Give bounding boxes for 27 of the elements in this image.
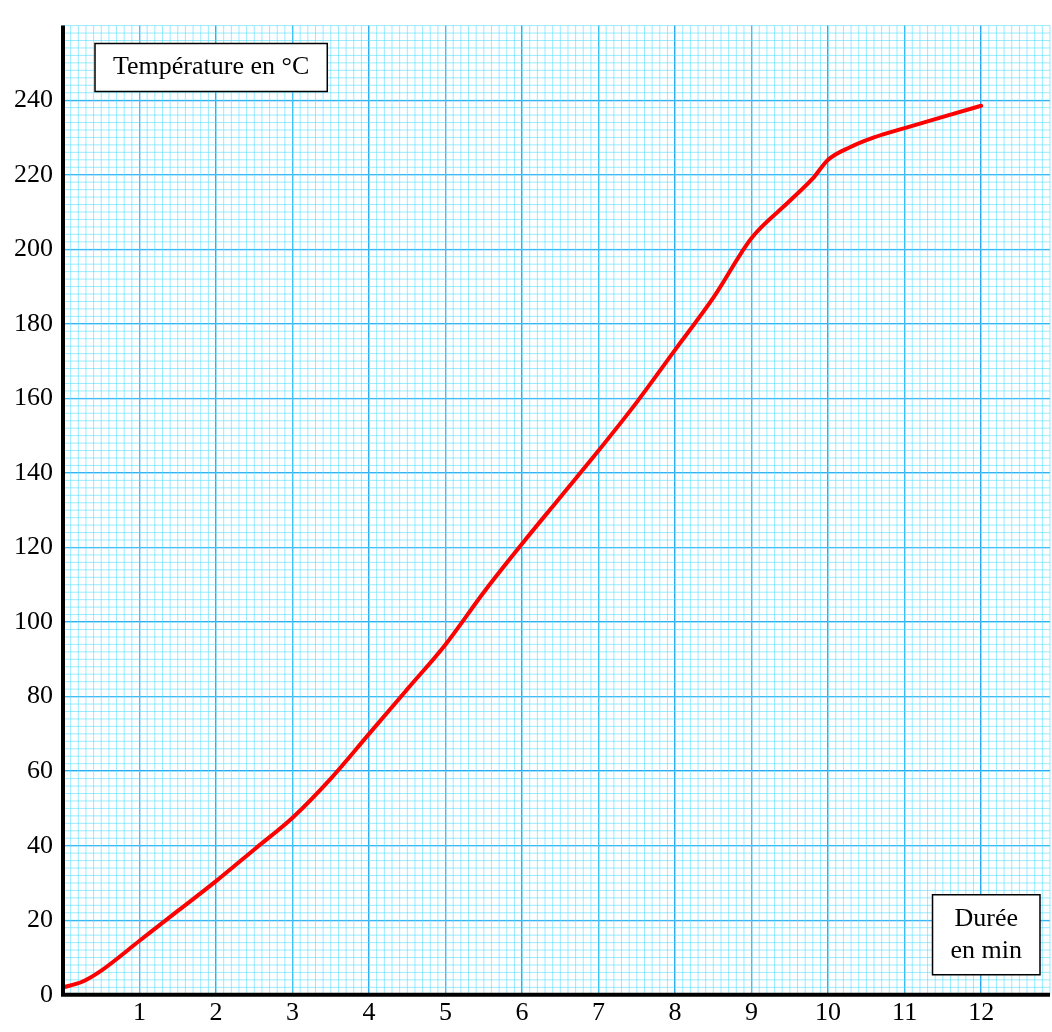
- y-tick-label: 40: [27, 829, 53, 859]
- x-tick-label: 8: [668, 997, 682, 1027]
- x-tick-label: 6: [515, 997, 529, 1027]
- x-tick-label: 2: [209, 997, 223, 1027]
- y-tick-label: 20: [27, 904, 53, 934]
- y-tick-label: 200: [14, 233, 53, 263]
- y-tick-label: 80: [27, 680, 53, 710]
- x-tick-label: 11: [892, 997, 918, 1027]
- y-tick-label: 60: [27, 754, 53, 784]
- y-tick-label: 160: [14, 382, 53, 412]
- x-tick-label: 9: [745, 997, 759, 1027]
- y-tick-label: 100: [14, 605, 53, 635]
- x-tick-label: 5: [439, 997, 453, 1027]
- x-axis-title: Durée en min: [950, 902, 1023, 964]
- y-tick-label: 240: [14, 83, 53, 113]
- y-axis-title: Température en °C: [112, 51, 310, 81]
- x-tick-label: 1: [133, 997, 147, 1027]
- y-tick-label: 0: [40, 978, 53, 1008]
- x-tick-label: 12: [968, 997, 995, 1027]
- x-tick-label: 3: [286, 997, 300, 1027]
- x-tick-label: 10: [815, 997, 842, 1027]
- y-tick-label: 220: [14, 158, 53, 188]
- y-tick-label: 120: [14, 531, 53, 561]
- y-tick-label: 140: [14, 456, 53, 486]
- y-tick-label: 180: [14, 307, 53, 337]
- x-tick-label: 4: [362, 997, 376, 1027]
- x-tick-label: 7: [592, 997, 606, 1027]
